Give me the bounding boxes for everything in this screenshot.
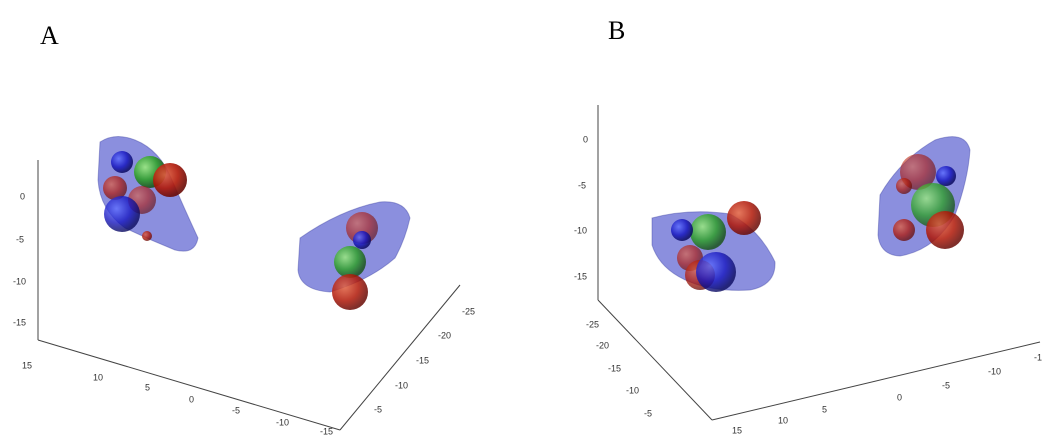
y-tick-label: -20 xyxy=(438,330,451,340)
z-tick-label: -15 xyxy=(574,271,587,281)
sphere xyxy=(111,151,133,173)
x-tick-label: -10 xyxy=(988,366,1001,376)
y-tick-label: -25 xyxy=(462,306,475,316)
panel-a: A 0 -5 -10 -15 15 10 5 0 -5 -10 -15 -25 … xyxy=(13,21,475,436)
x-tick-label: 10 xyxy=(93,372,103,382)
x-tick-label: 5 xyxy=(145,382,150,392)
z-tick-label: -10 xyxy=(574,225,587,235)
x-tick-label: 0 xyxy=(189,394,194,404)
z-tick-label: -15 xyxy=(13,317,26,327)
sphere xyxy=(690,214,726,250)
x-tick-label: -5 xyxy=(942,380,950,390)
sphere xyxy=(104,196,140,232)
sphere xyxy=(926,211,964,249)
sphere xyxy=(727,201,761,235)
y-tick-label: -25 xyxy=(586,319,599,329)
panel-b: B 0 -5 -10 -15 -25 -20 -15 -10 -5 15 10 … xyxy=(574,16,1042,435)
sphere xyxy=(153,163,187,197)
x-tick-label: 15 xyxy=(732,425,742,435)
y-tick-label: -20 xyxy=(596,340,609,350)
sphere xyxy=(334,246,366,278)
axis xyxy=(597,299,713,421)
sphere xyxy=(142,231,152,241)
axis xyxy=(339,284,461,431)
z-tick-label: -5 xyxy=(16,234,24,244)
z-tick-label: 0 xyxy=(20,191,25,201)
z-tick-label: -5 xyxy=(578,180,586,190)
sphere xyxy=(353,231,371,249)
z-tick-label: 0 xyxy=(583,134,588,144)
sphere xyxy=(671,219,693,241)
x-tick-label: 0 xyxy=(897,392,902,402)
sphere xyxy=(332,274,368,310)
x-tick-label: 5 xyxy=(822,404,827,414)
panel-label: B xyxy=(608,16,625,45)
axis xyxy=(711,341,1041,421)
sphere xyxy=(896,178,912,194)
x-tick-label: 10 xyxy=(778,415,788,425)
y-tick-label: -10 xyxy=(395,380,408,390)
x-tick-label: -1 xyxy=(1034,352,1042,362)
x-tick-label: -5 xyxy=(232,405,240,415)
y-tick-label: -5 xyxy=(644,408,652,418)
sphere xyxy=(936,166,956,186)
x-tick-label: 15 xyxy=(22,360,32,370)
y-tick-label: -15 xyxy=(608,363,621,373)
panel-label: A xyxy=(40,21,59,50)
axis xyxy=(37,339,341,431)
x-tick-label: -15 xyxy=(320,426,333,436)
sphere xyxy=(696,252,736,292)
sphere xyxy=(103,176,127,200)
sphere xyxy=(893,219,915,241)
x-tick-label: -10 xyxy=(276,417,289,427)
y-tick-label: -15 xyxy=(416,355,429,365)
y-tick-label: -10 xyxy=(626,385,639,395)
y-tick-label: -5 xyxy=(374,404,382,414)
z-tick-label: -10 xyxy=(13,276,26,286)
